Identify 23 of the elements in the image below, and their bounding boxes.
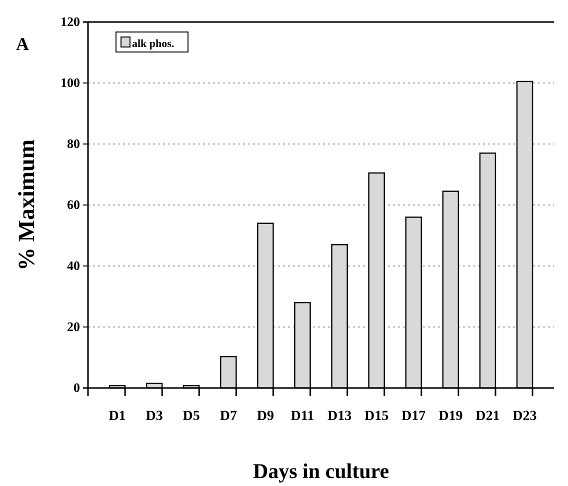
legend-label: alk phos. xyxy=(132,38,174,50)
y-tick-label: 20 xyxy=(67,319,80,334)
x-tick-label: D11 xyxy=(290,408,314,424)
y-tick-label: 100 xyxy=(60,75,80,90)
x-tick-label: D1 xyxy=(108,408,126,424)
y-axis-title: % Maximum xyxy=(14,140,39,270)
text: A xyxy=(16,34,29,54)
x-tick-label: D3 xyxy=(146,408,163,424)
y-tick-label: 80 xyxy=(67,136,80,152)
x-tick-label: D21 xyxy=(476,408,500,424)
x-tick-label: D13 xyxy=(327,408,352,424)
x-tick-label: D9 xyxy=(256,408,274,424)
x-tick-label: D17 xyxy=(402,408,426,424)
x-tick-label: D19 xyxy=(438,408,463,424)
x-axis-title: Days in culture xyxy=(252,459,390,483)
y-tick-label: 0 xyxy=(74,380,80,396)
y-tick-label: 40 xyxy=(67,258,80,274)
x-tick-label: D5 xyxy=(182,408,200,424)
x-tick-label: D23 xyxy=(512,408,537,424)
x-tick-label: D7 xyxy=(220,408,237,424)
y-tick-label: 60 xyxy=(67,197,80,212)
y-tick-label: 120 xyxy=(60,14,80,30)
x-tick-label: D15 xyxy=(364,408,389,424)
